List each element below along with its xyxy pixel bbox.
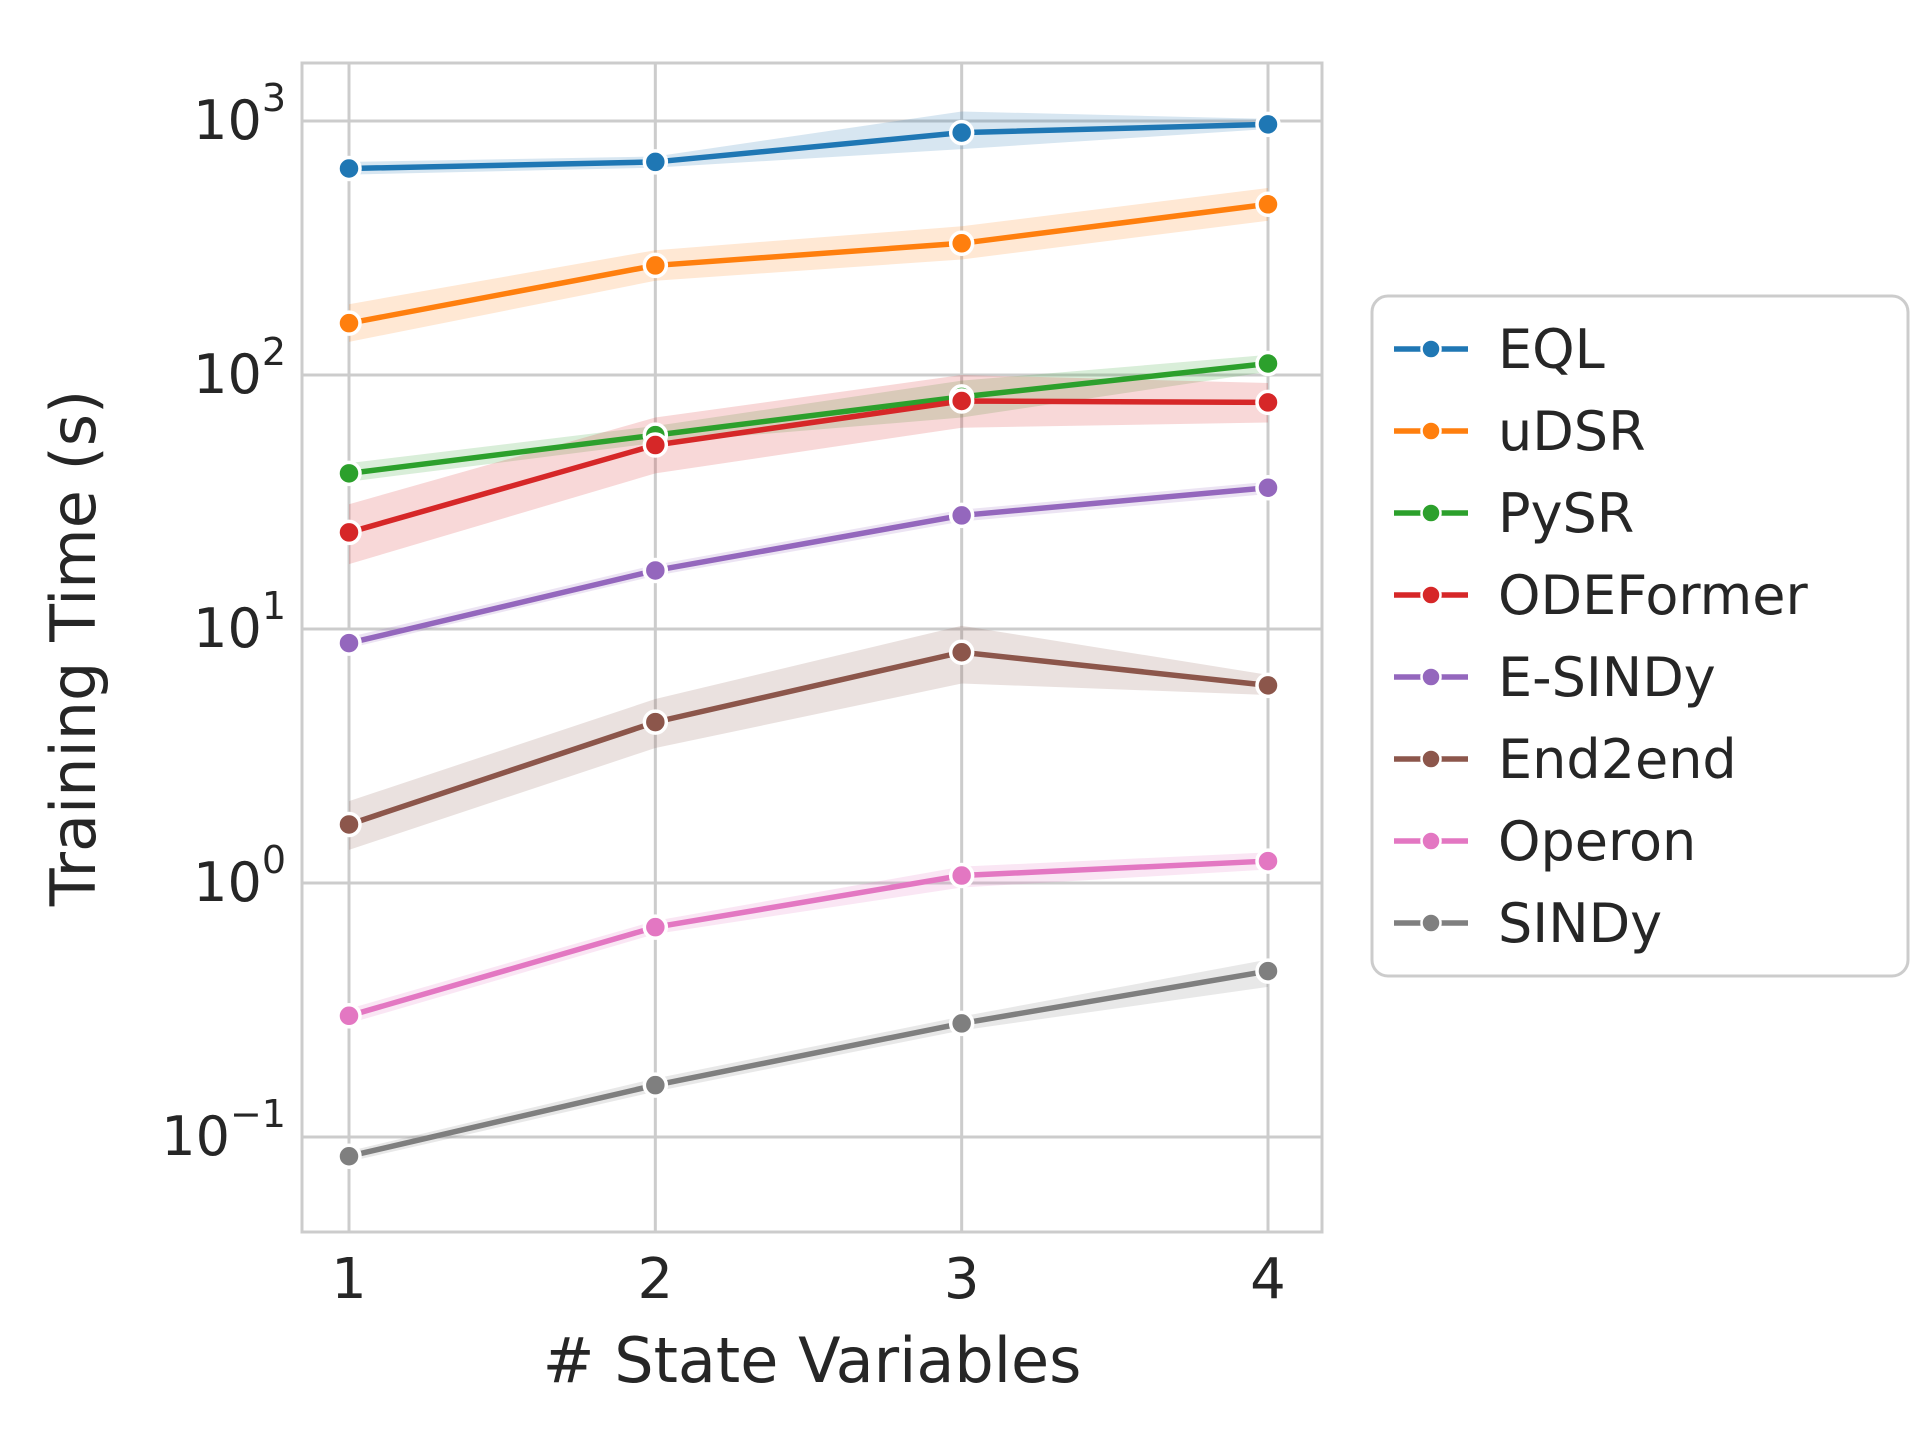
x-tick-labels: 1 2 3 4 <box>331 1247 1286 1312</box>
data-point-EQL-x2 <box>642 149 669 175</box>
legend-item-SINDy: SINDy <box>1394 892 1662 955</box>
legend-item-EQL: EQL <box>1394 318 1605 381</box>
legend-marker <box>1420 502 1442 524</box>
data-point-ODEFormer-x1 <box>336 519 362 546</box>
legend-marker <box>1420 912 1442 934</box>
data-point-EQL-x4 <box>1255 111 1281 138</box>
legend-item-PySR: PySR <box>1394 482 1634 545</box>
confidence-bands <box>349 111 1268 1162</box>
legend-label: PySR <box>1498 482 1634 545</box>
y-tick-label: 100 <box>193 838 286 914</box>
x-tick-label: 4 <box>1250 1247 1286 1312</box>
data-point-PySR-x1 <box>336 460 362 487</box>
data-point-uDSR-x4 <box>1255 191 1281 218</box>
series-line-ODEFormer <box>346 398 1271 536</box>
data-point-PySR-x4 <box>1255 350 1281 377</box>
confidence-band-End2end <box>349 625 1268 850</box>
confidence-band-Operon <box>349 852 1268 1024</box>
data-point-End2end-x3 <box>948 639 975 665</box>
data-point-ODEFormer-x3 <box>948 388 975 414</box>
data-point-Operon-x3 <box>948 862 975 889</box>
confidence-band-uDSR <box>349 187 1268 342</box>
data-point-uDSR-x1 <box>336 310 362 336</box>
data-point-ODEFormer-x2 <box>642 432 669 458</box>
legend-label: EQL <box>1498 318 1605 381</box>
axes-spines <box>300 61 1324 1234</box>
data-point-E-SINDy-x4 <box>1255 474 1281 501</box>
x-tick-label: 1 <box>331 1247 367 1312</box>
y-tick-label: 10−1 <box>161 1092 286 1168</box>
data-point-SINDy-x2 <box>642 1072 669 1098</box>
plot-border <box>300 61 1324 1234</box>
y-tick-label: 102 <box>193 330 286 406</box>
data-point-uDSR-x2 <box>642 252 669 279</box>
legend-marker <box>1420 830 1442 852</box>
series-line-PySR <box>346 360 1271 477</box>
data-point-End2end-x2 <box>642 709 669 735</box>
legend-box <box>1370 294 1910 978</box>
legend-marker <box>1420 420 1442 442</box>
data-point-EQL-x3 <box>948 119 975 146</box>
y-axis-label: Training Time (s) <box>37 390 110 907</box>
data-point-Operon-x2 <box>642 914 669 940</box>
y-tick-label: 103 <box>193 76 286 152</box>
legend-label: Operon <box>1498 810 1696 873</box>
data-point-SINDy-x4 <box>1255 958 1281 984</box>
data-point-E-SINDy-x3 <box>948 502 975 529</box>
legend-item-uDSR: uDSR <box>1394 400 1646 463</box>
data-point-EQL-x1 <box>336 155 362 182</box>
legend-label: End2end <box>1498 728 1737 791</box>
legend-item-E-SINDy: E-SINDy <box>1394 646 1716 709</box>
legend-label: E-SINDy <box>1498 646 1716 709</box>
series-line-Operon <box>346 858 1271 1019</box>
confidence-band-EQL <box>349 111 1268 175</box>
legend-marker <box>1420 666 1442 688</box>
series-line-End2end <box>346 649 1271 828</box>
data-point-E-SINDy-x1 <box>336 630 362 656</box>
confidence-band-SINDy <box>349 959 1268 1162</box>
data-point-Operon-x4 <box>1255 848 1281 874</box>
series-line-EQL <box>346 121 1271 172</box>
data-point-Operon-x1 <box>336 1003 362 1029</box>
data-point-SINDy-x1 <box>336 1143 362 1169</box>
series-line-uDSR <box>346 201 1271 326</box>
data-point-E-SINDy-x2 <box>642 557 669 584</box>
legend-label: ODEFormer <box>1498 564 1808 627</box>
legend-item-Operon: Operon <box>1394 810 1696 873</box>
series-line-E-SINDy <box>346 484 1271 646</box>
y-tick-label: 101 <box>193 584 286 660</box>
legend-item-ODEFormer: ODEFormer <box>1394 564 1808 627</box>
series-line-SINDy <box>346 968 1271 1159</box>
data-point-ODEFormer-x4 <box>1255 389 1281 416</box>
data-point-SINDy-x3 <box>948 1010 975 1037</box>
data-point-End2end-x4 <box>1255 672 1281 699</box>
legend-item-End2end: End2end <box>1394 728 1737 791</box>
legend: EQL uDSR PySR ODEFormer E-SINDy End2end Operon… <box>1370 294 1910 978</box>
legend-label: uDSR <box>1498 400 1646 463</box>
legend-label: SINDy <box>1498 892 1662 955</box>
data-point-End2end-x1 <box>336 811 362 838</box>
data-point-uDSR-x3 <box>948 230 975 257</box>
legend-marker <box>1420 584 1442 606</box>
legend-marker <box>1420 748 1442 770</box>
x-tick-label: 3 <box>944 1247 980 1312</box>
y-tick-labels: 103 102 101 100 10−1 <box>161 76 286 1168</box>
x-tick-label: 2 <box>638 1247 674 1312</box>
legend-marker <box>1420 338 1442 360</box>
x-axis-label: # State Variables <box>543 1324 1082 1397</box>
confidence-band-ODEFormer <box>349 375 1268 565</box>
series-lines <box>336 111 1281 1169</box>
